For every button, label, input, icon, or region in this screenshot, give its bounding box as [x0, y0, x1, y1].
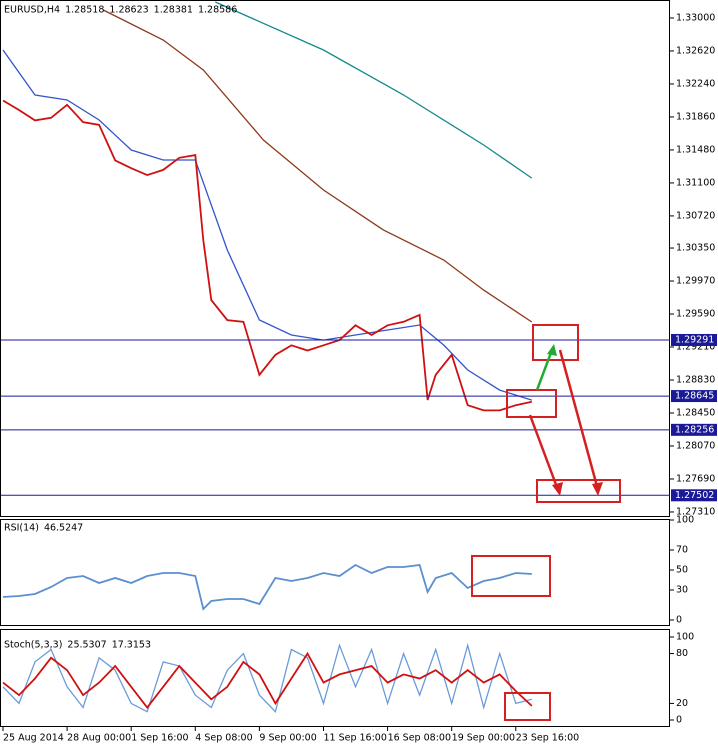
- x-tick-label: 25 Aug 2014: [3, 733, 64, 744]
- y-tick-label: 1.29590: [676, 309, 715, 320]
- series-line: [102, 9, 533, 323]
- y-tick-label: 70: [676, 545, 688, 556]
- y-tick-label: 30: [676, 585, 688, 596]
- y-tick-label: 1.28830: [676, 375, 715, 386]
- header-text: EURUSD,H4: [4, 5, 60, 16]
- x-tick-label: 28 Aug 00:00: [67, 733, 131, 744]
- annotation-box: [532, 324, 579, 361]
- x-tick-label: 23 Sep 16:00: [516, 733, 579, 744]
- y-tick-label: 100: [676, 515, 694, 526]
- price-pane: [0, 0, 670, 517]
- rsi-pane: [0, 519, 670, 626]
- series-group: [2, 1, 533, 412]
- level-label-bg: [671, 423, 717, 436]
- arrow-head: [552, 482, 563, 496]
- y-tick-label: 1.30350: [676, 243, 715, 254]
- arrow-head: [547, 344, 557, 356]
- header-text: 1.28518: [65, 5, 104, 16]
- series-group: [2, 563, 532, 611]
- x-tick-label: 16 Sep 08:00: [388, 733, 451, 744]
- header-text: 25.5307: [67, 640, 106, 651]
- annotation-box: [536, 479, 621, 503]
- header-text: 1.28381: [154, 5, 193, 16]
- annotation-arrow: [528, 414, 560, 491]
- y-tick-label: 1.32620: [676, 45, 715, 56]
- x-tick-label: 9 Sep 00:00: [259, 733, 316, 744]
- y-tick-label: 1.27690: [676, 473, 715, 484]
- y-tick-label: 1.27310: [676, 506, 715, 517]
- y-tick-label: 1.30720: [676, 210, 715, 221]
- y-tick-label: 1.32240: [676, 78, 715, 89]
- y-tick-label: 1.31860: [676, 111, 715, 122]
- y-tick-label: 1.33000: [676, 12, 715, 23]
- header-text: 17.3153: [112, 640, 151, 651]
- y-tick-label: 1.31480: [676, 144, 715, 155]
- x-tick-label: 19 Sep 00:00: [452, 733, 515, 744]
- y-tick-label: 50: [676, 565, 688, 576]
- annotation-box: [504, 692, 551, 721]
- y-tick-label: 100: [676, 632, 694, 643]
- level-label-bg: [671, 489, 717, 502]
- y-tick-label: 1.28070: [676, 440, 715, 451]
- series-line: [2, 642, 532, 713]
- series-line: [2, 651, 533, 709]
- level-label-bg: [671, 333, 717, 346]
- header-text: 46.5247: [44, 523, 83, 534]
- header-text: RSI(14): [4, 523, 39, 534]
- annotation-box: [471, 555, 551, 597]
- annotations: [471, 324, 621, 721]
- level-label: 1.28645: [675, 391, 714, 402]
- y-tick-label: 0: [676, 715, 682, 726]
- arrow-head: [592, 482, 603, 496]
- x-tick-label: 4 Sep 08:00: [195, 733, 252, 744]
- series-line: [2, 99, 532, 412]
- header-text: 1.28623: [109, 5, 148, 16]
- level-label: 1.27502: [675, 490, 714, 501]
- y-tick-label: 0: [676, 615, 682, 626]
- series-group: [2, 642, 533, 713]
- level-label: 1.28256: [675, 424, 714, 435]
- y-tick-label: 80: [676, 648, 688, 659]
- y-tick-label: 1.31100: [676, 177, 715, 188]
- annotation-arrow: [535, 349, 554, 391]
- stoch-pane: [0, 629, 670, 727]
- level-label: 1.29291: [675, 334, 714, 345]
- header-text: Stoch(5,3,3): [4, 640, 62, 651]
- series-line: [2, 49, 532, 401]
- y-tick-label: 1.28450: [676, 407, 715, 418]
- y-tick-label: 1.29970: [676, 276, 715, 287]
- x-tick-label: 1 Sep 16:00: [131, 733, 188, 744]
- annotation-arrow: [558, 349, 600, 491]
- header-text: 1.28586: [198, 5, 237, 16]
- y-tick-label: 1.29210: [676, 342, 715, 353]
- x-tick-label: 11 Sep 16:00: [323, 733, 386, 744]
- y-tick-label: 20: [676, 698, 688, 709]
- series-line: [2, 563, 532, 611]
- level-label-bg: [671, 390, 717, 403]
- series-line: [215, 1, 533, 179]
